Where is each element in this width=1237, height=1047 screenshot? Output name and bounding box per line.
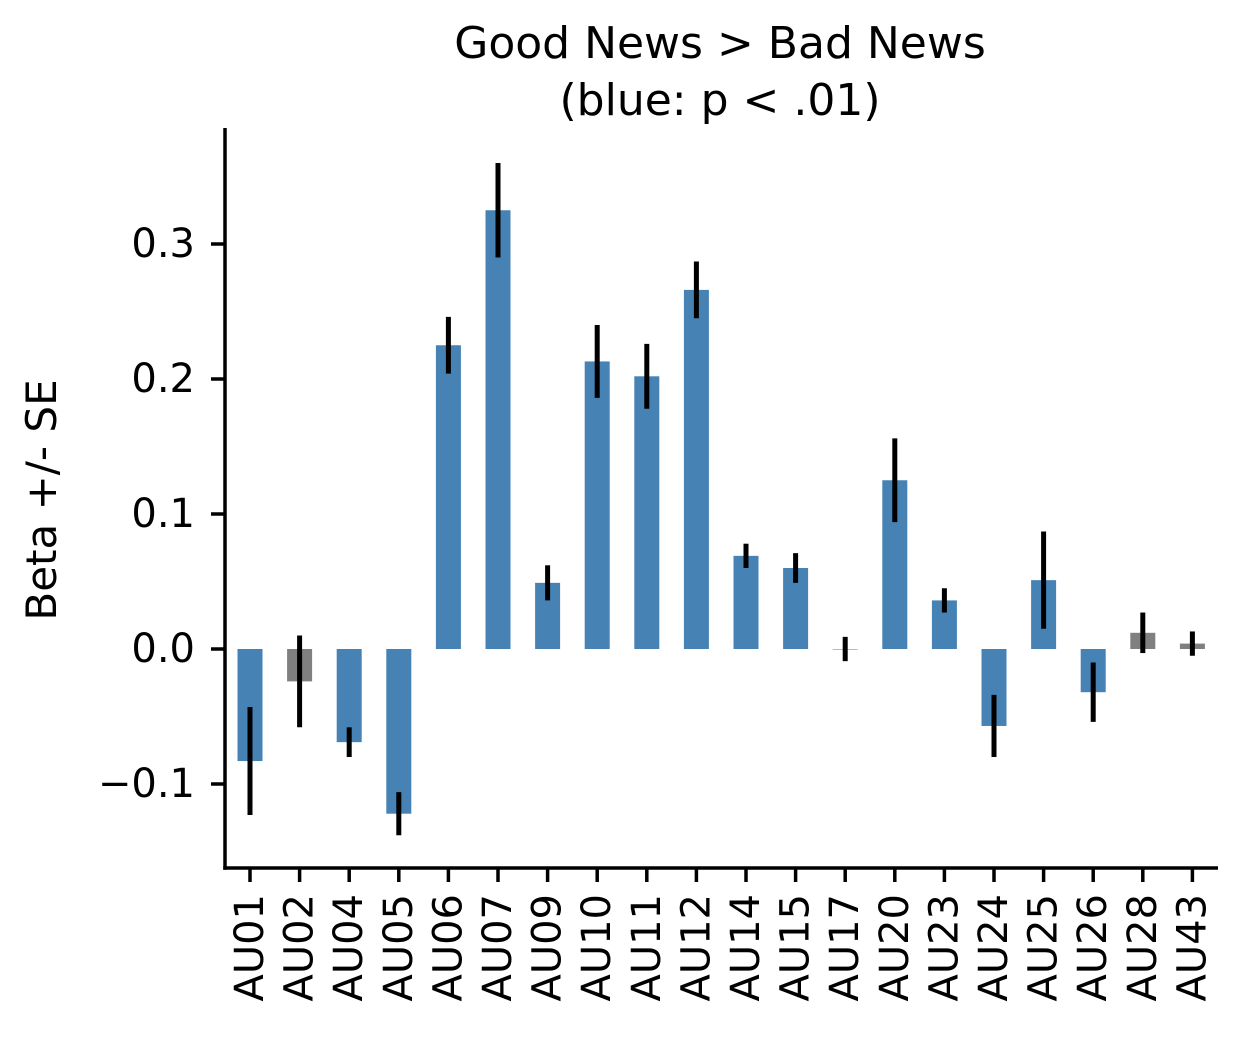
x-axis: AU01 AU02 AU04 AU05 AU06 AU07 AU09 AU10 AU11 AU12…: [223, 866, 1218, 1002]
chart-subtitle: (blue: p < .01): [560, 75, 881, 126]
x-tick-label: AU28: [1120, 894, 1166, 1002]
x-tick-label: AU24: [971, 894, 1017, 1002]
x-tick-label: AU05: [376, 894, 422, 1002]
x-tick-label: AU10: [574, 894, 620, 1002]
y-tick-label: 0.2: [131, 356, 195, 402]
y-axis: −0.1 0.0 0.1 0.2 0.3: [98, 128, 227, 870]
bars-group: [237, 210, 1205, 814]
x-tick-label: AU23: [921, 894, 967, 1002]
x-tick-label: AU26: [1070, 894, 1116, 1002]
x-tick-label: AU15: [773, 894, 819, 1002]
chart-title: Good News > Bad News: [454, 18, 986, 69]
x-tick-label: AU20: [872, 894, 918, 1002]
x-tick-label: AU12: [673, 894, 719, 1002]
x-tick-label: AU09: [525, 894, 571, 1002]
bar-au11: [634, 376, 660, 649]
bar-au05: [386, 649, 412, 814]
bar-au04: [336, 649, 362, 743]
x-tick-label: AU14: [723, 894, 769, 1002]
y-axis-label: Beta +/- SE: [17, 379, 66, 620]
y-tick-label: 0.3: [131, 221, 195, 267]
bar-au14: [733, 555, 759, 649]
error-bars-group: [247, 163, 1195, 836]
y-tick-label: 0.1: [131, 491, 195, 537]
bar-au10: [584, 361, 610, 649]
x-tick-label: AU43: [1169, 894, 1215, 1002]
y-tick-label: −0.1: [98, 761, 195, 807]
bar-au06: [435, 345, 461, 649]
x-tick-label: AU02: [277, 894, 323, 1002]
x-tick-label: AU01: [227, 894, 273, 1002]
x-tick-label: AU11: [624, 894, 670, 1002]
y-tick-label: 0.0: [131, 626, 195, 672]
x-tick-label: AU04: [326, 894, 372, 1002]
bar-au07: [485, 210, 511, 649]
bar-au12: [683, 289, 709, 649]
x-tick-label: AU07: [475, 894, 521, 1002]
x-tick-label: AU25: [1021, 894, 1067, 1002]
x-tick-label: AU06: [425, 894, 471, 1002]
x-tick-label: AU17: [822, 894, 868, 1002]
